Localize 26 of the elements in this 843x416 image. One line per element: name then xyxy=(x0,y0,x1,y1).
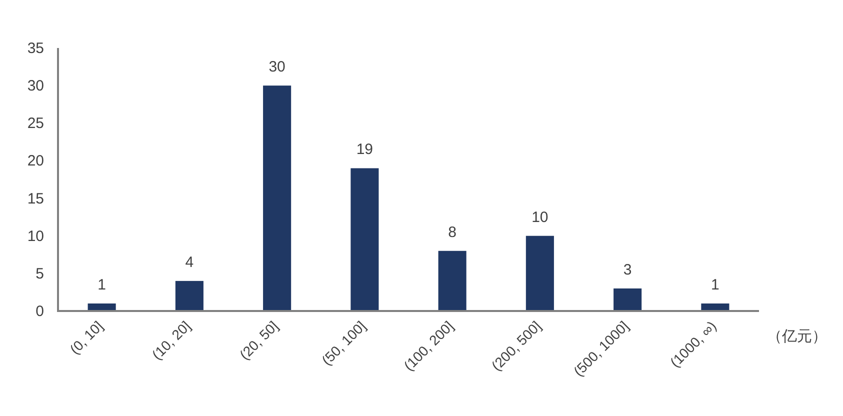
y-tick-label: 10 xyxy=(27,228,44,245)
y-tick-label: 15 xyxy=(27,190,44,208)
data-label: 30 xyxy=(268,58,286,76)
bar xyxy=(438,250,466,311)
data-label: 4 xyxy=(185,254,194,271)
bar xyxy=(175,280,204,311)
x-tick-label: (10, 20] xyxy=(148,318,194,363)
y-tick-label: 5 xyxy=(36,265,44,282)
bar xyxy=(526,236,554,311)
y-tick-label: 20 xyxy=(27,152,44,170)
data-label: 1 xyxy=(711,276,720,294)
data-label: 1 xyxy=(98,276,106,294)
bar xyxy=(350,168,379,311)
y-tick-label: 35 xyxy=(27,40,44,57)
data-label: 10 xyxy=(532,208,548,226)
x-tick-label: (20, 50] xyxy=(236,318,282,363)
y-tick-label: 0 xyxy=(36,303,44,320)
x-axis-title: （亿元） xyxy=(767,328,827,345)
bar xyxy=(614,288,642,311)
data-label: 19 xyxy=(356,141,374,158)
y-tick-label: 25 xyxy=(27,115,44,132)
x-tick-label: (0, 10] xyxy=(66,318,106,358)
data-label: 8 xyxy=(448,224,456,241)
data-label: 3 xyxy=(623,261,632,278)
bar xyxy=(263,86,292,311)
y-tick-label: 30 xyxy=(27,78,44,95)
